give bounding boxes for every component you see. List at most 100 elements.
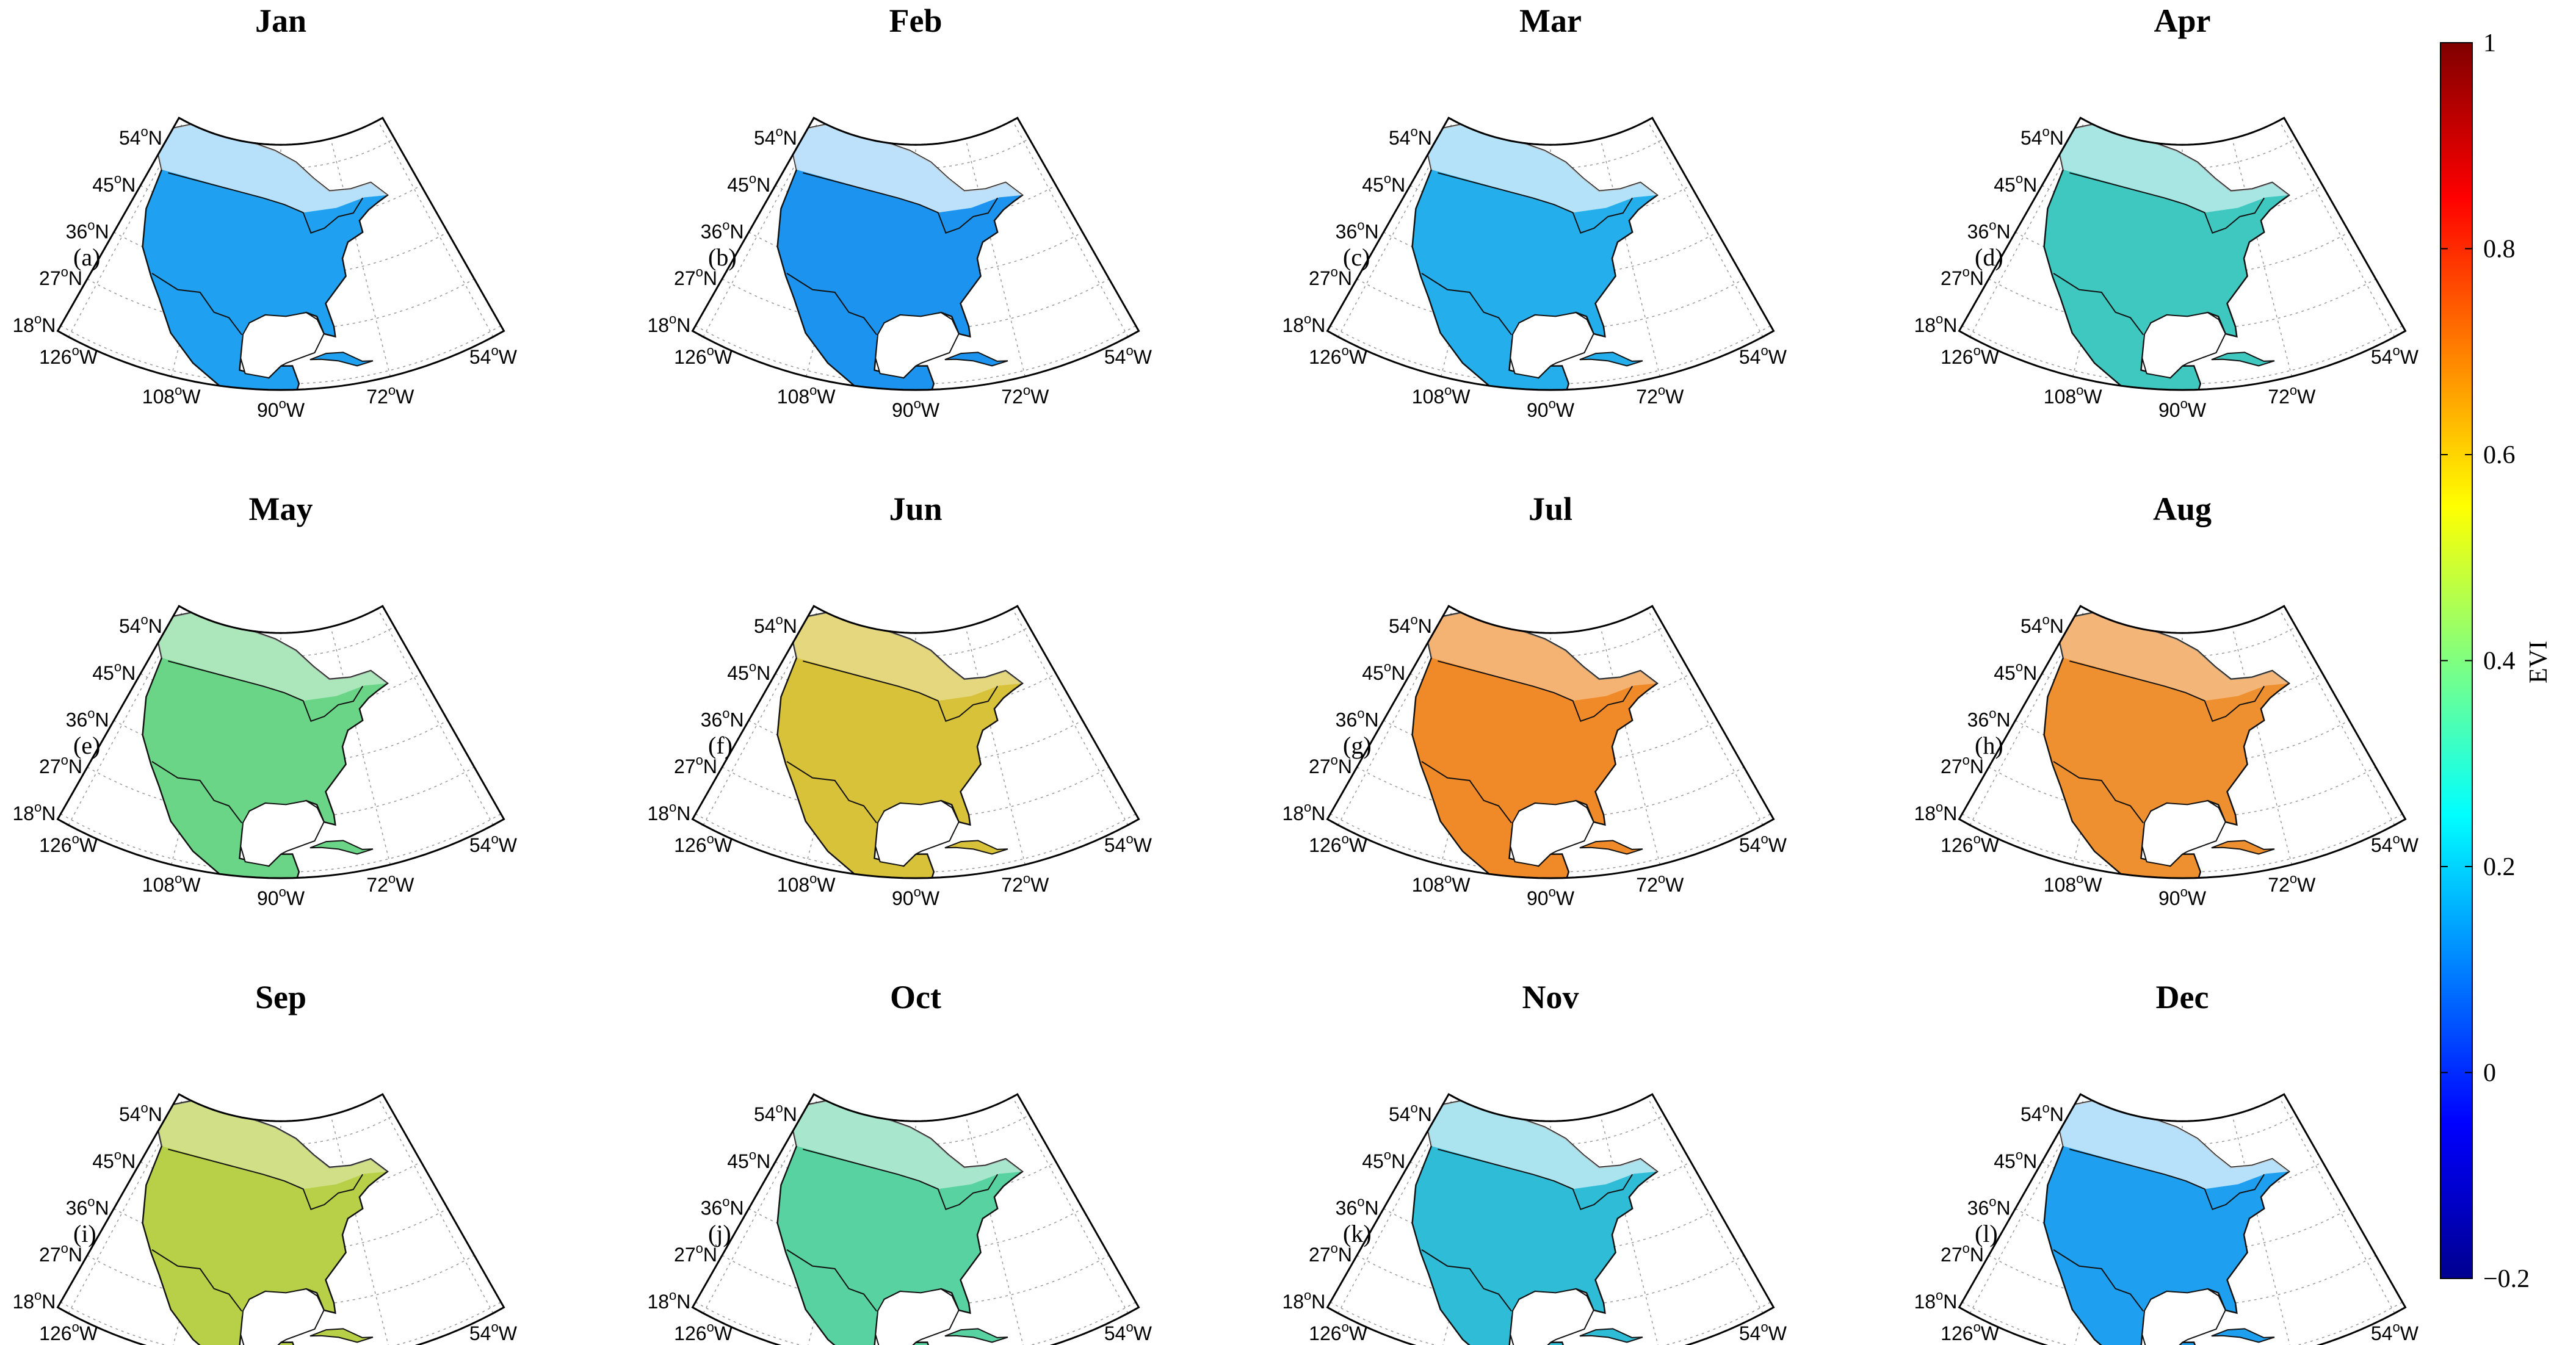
border-us-mexico: [151, 761, 242, 824]
lon-label: 72oW: [2268, 383, 2316, 408]
panel-label: (f): [708, 732, 733, 759]
lat-label: 36oN: [1336, 1194, 1379, 1219]
map-frame: [56, 117, 505, 391]
lon-label: 126oW: [1309, 343, 1368, 368]
lon-label: 72oW: [1636, 383, 1684, 408]
lat-label: 45oN: [92, 171, 136, 196]
lon-label: 126oW: [1309, 1319, 1368, 1344]
gulf-of-mexico: [240, 1288, 325, 1345]
panel-title: Nov: [1522, 979, 1579, 1015]
border-us-mexico: [2053, 273, 2144, 336]
lon-label: 90oW: [1527, 884, 1575, 909]
land-evi: [142, 121, 389, 390]
lon-label: 54oW: [469, 1319, 518, 1344]
lat-label: 54oN: [1389, 124, 1432, 149]
lon-label: 126oW: [674, 1319, 733, 1344]
lon-label: 126oW: [1941, 831, 2000, 856]
panel-label: (j): [708, 1220, 731, 1247]
map-frame: [1958, 117, 2407, 391]
lon-label: 126oW: [674, 831, 733, 856]
colorbar-ticks: 1 0.8 0.6 0.4 0.2 0 −0.2: [2440, 29, 2530, 1293]
panel-title: Dec: [2156, 979, 2209, 1015]
border-us-canada: [168, 172, 364, 234]
lon-label: 54oW: [2371, 1319, 2419, 1344]
land-evi: [776, 610, 1024, 878]
north-america-land: [2043, 610, 2290, 878]
land-evi: [2043, 610, 2290, 878]
gulf-of-mexico: [1510, 312, 1594, 379]
lat-label: 27oN: [674, 1241, 717, 1266]
land-evi: [1411, 1098, 1659, 1345]
lon-label: 90oW: [257, 396, 305, 421]
gulf-of-mexico: [240, 312, 325, 379]
no-data-region: [156, 122, 388, 213]
lon-label: 108oW: [777, 383, 836, 408]
lat-label: 45oN: [92, 659, 136, 684]
panel-title: Oct: [890, 979, 941, 1015]
lat-label: 45oN: [92, 1147, 136, 1172]
graticule-meridian: [377, 608, 494, 826]
graticule-meridian: [68, 120, 184, 337]
border-us-canada: [168, 660, 364, 722]
lon-label: 126oW: [39, 831, 98, 856]
colorbar-tick-label: 1: [2483, 29, 2496, 57]
gulf-of-mexico: [875, 1288, 960, 1345]
graticule-meridian: [703, 120, 819, 337]
lon-label: 54oW: [1739, 1319, 1787, 1344]
map-frame: [1326, 605, 1775, 879]
map-panel-jan: Jan (a) 54oN 45oN 36oN 27oN 18oN 126oW 108oW 90oW…: [12, 2, 517, 421]
colorbar-tick-label: 0.6: [2483, 441, 2516, 469]
caribbean-island: [309, 1328, 374, 1343]
no-data-region: [2058, 1098, 2289, 1189]
lon-label: 90oW: [257, 884, 305, 909]
lon-label: 108oW: [1412, 383, 1471, 408]
border-us-canada: [168, 1148, 364, 1210]
panel-label: (i): [73, 1220, 96, 1247]
lat-label: 54oN: [2021, 612, 2064, 637]
gulf-of-mexico: [875, 800, 960, 867]
caribbean-island: [2211, 840, 2275, 855]
lat-label: 18oN: [1282, 1288, 1325, 1313]
lon-label: 126oW: [674, 343, 733, 368]
border-us-mexico: [786, 761, 877, 824]
map-panel-apr: Apr (d) 54oN 45oN 36oN 27oN 18oN 126oW 108oW 90oW…: [1914, 2, 2419, 421]
border-us-canada: [2069, 1148, 2265, 1210]
no-data-region: [1426, 610, 1657, 701]
lat-label: 45oN: [727, 659, 770, 684]
lat-label: 36oN: [701, 218, 744, 243]
border-us-canada: [1438, 172, 1634, 234]
caribbean-island: [2211, 1328, 2275, 1343]
panel-title: Mar: [1519, 2, 1582, 39]
map-frame: [1326, 117, 1775, 391]
colorbar-tick-label: −0.2: [2483, 1265, 2530, 1293]
lat-label: 54oN: [754, 1100, 797, 1125]
border-us-mexico: [151, 273, 242, 336]
lon-label: 108oW: [2044, 383, 2103, 408]
map-frame: [56, 1093, 505, 1345]
lat-label: 27oN: [1309, 1241, 1352, 1266]
border-us-canada: [1438, 1148, 1634, 1210]
panel-label: (e): [73, 732, 100, 759]
panel-title: Sep: [255, 979, 306, 1015]
gulf-of-mexico: [875, 312, 960, 379]
map-panel-mar: Mar (c) 54oN 45oN 36oN 27oN 18oN 126oW 108oW 90oW…: [1282, 2, 1787, 421]
graticule-meridian: [1969, 608, 2086, 826]
lat-label: 27oN: [674, 752, 717, 777]
lat-label: 54oN: [119, 124, 162, 149]
graticule-meridian: [1600, 1114, 1661, 1345]
border-us-mexico: [2053, 761, 2144, 824]
lon-label: 126oW: [1941, 343, 2000, 368]
caribbean-island: [944, 352, 1008, 367]
map-frame: [1326, 1093, 1775, 1345]
border-us-canada: [2069, 172, 2265, 234]
lat-label: 45oN: [1362, 171, 1405, 196]
lat-label: 18oN: [647, 311, 690, 336]
caribbean-island: [309, 840, 374, 855]
lon-label: 54oW: [2371, 343, 2419, 368]
north-america-land: [142, 610, 389, 878]
lat-label: 27oN: [39, 1241, 82, 1266]
lon-label: 54oW: [469, 831, 518, 856]
border-us-mexico: [2053, 1249, 2144, 1312]
graticule-meridian: [377, 1097, 494, 1314]
